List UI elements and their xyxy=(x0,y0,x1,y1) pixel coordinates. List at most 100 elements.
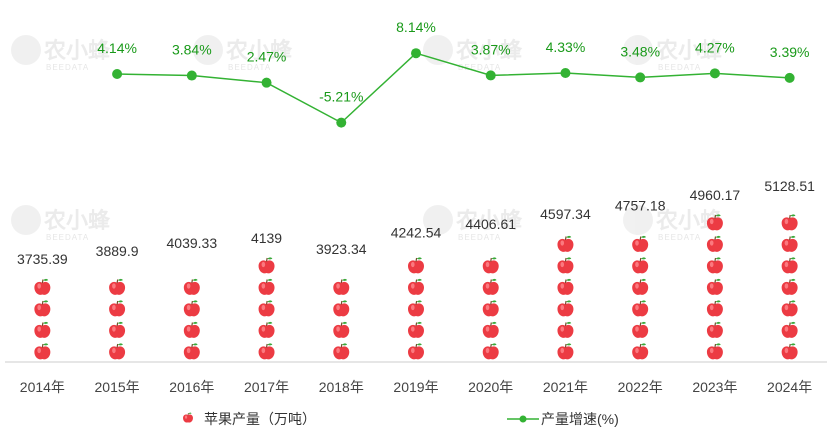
growth-series: 4.14% 3.84% 2.47% -5.21% 8.14% 3.87% 4.33% 3.48… xyxy=(97,19,809,128)
watermark-text: 农小蜂 xyxy=(455,38,523,63)
apple-icon xyxy=(482,321,500,339)
series-line xyxy=(117,52,790,124)
bar-value-label: 4242.54 xyxy=(391,224,442,240)
apple-icon xyxy=(183,321,201,339)
watermark-subtext: BEEDATA xyxy=(228,63,271,72)
bar-value-label: 4757.18 xyxy=(615,197,666,213)
apple-icon xyxy=(706,278,724,296)
data-point[interactable] xyxy=(186,70,197,81)
apple-icon xyxy=(257,278,276,296)
production-series: 3735.39 3889.9 4039.33 4139 3923.34 4242.54 44… xyxy=(17,178,815,360)
data-point[interactable] xyxy=(336,117,347,128)
apple-icon xyxy=(556,278,575,296)
bar-value-label: 4406.61 xyxy=(465,216,516,232)
apple-icon xyxy=(33,299,51,317)
apple-icon xyxy=(631,321,649,339)
apple-icon xyxy=(631,235,649,253)
apple-icon xyxy=(556,256,575,274)
apple-icon xyxy=(556,235,575,253)
x-tick-label: 2021年 xyxy=(543,379,588,395)
growth-value-label: 8.14% xyxy=(396,19,436,35)
apple-icon xyxy=(482,342,500,360)
apple-icon xyxy=(631,278,649,296)
data-point[interactable] xyxy=(112,69,123,79)
watermark-subtext: BEEDATA xyxy=(46,233,89,242)
bar: 3735.39 xyxy=(17,251,68,360)
data-point[interactable] xyxy=(411,48,421,59)
apple-icon xyxy=(556,342,575,360)
apple-icon xyxy=(183,299,201,317)
apple-icon xyxy=(332,321,350,339)
apple-icon xyxy=(257,321,276,339)
data-point[interactable] xyxy=(784,72,795,83)
x-tick-label: 2018年 xyxy=(319,379,364,395)
bar-value-label: 3923.34 xyxy=(316,241,367,257)
apple-icon xyxy=(781,256,799,274)
data-point[interactable] xyxy=(560,68,571,79)
growth-value-label: 4.33% xyxy=(546,39,586,55)
legend: 苹果产量（万吨） 产量增速(%) xyxy=(182,411,619,427)
x-tick-label: 2024年 xyxy=(767,379,812,395)
apple-icon xyxy=(33,342,51,360)
bar-value-label: 4139 xyxy=(251,230,282,246)
apple-icon-partial xyxy=(782,193,798,209)
apple-icon xyxy=(183,342,201,360)
bar-value-label: 3889.9 xyxy=(96,243,139,259)
apple-icon xyxy=(257,299,276,317)
growth-value-label: 2.47% xyxy=(247,49,287,65)
apple-icon xyxy=(407,299,425,317)
apple-icon xyxy=(33,278,51,296)
apple-icon-partial xyxy=(184,257,200,273)
bar-value-label: 4960.17 xyxy=(690,187,741,203)
apple-icon xyxy=(482,299,500,317)
data-point[interactable] xyxy=(709,68,720,79)
apple-icon xyxy=(781,342,799,360)
legend-item-production[interactable]: 苹果产量（万吨） xyxy=(182,411,316,427)
apple-icon xyxy=(407,342,425,360)
data-point[interactable] xyxy=(261,77,272,88)
bar-value-label: 4039.33 xyxy=(167,235,218,251)
apple-icon xyxy=(706,299,724,317)
watermark-text: 农小蜂 xyxy=(655,38,723,63)
data-point[interactable] xyxy=(635,72,646,83)
x-tick-label: 2015年 xyxy=(95,379,140,395)
bar-value-label: 5128.51 xyxy=(764,178,815,194)
apple-icon xyxy=(108,321,126,339)
apple-icon xyxy=(407,321,425,339)
apple-icon xyxy=(631,256,649,274)
apple-icon xyxy=(257,256,276,274)
x-tick-label: 2020年 xyxy=(468,379,513,395)
data-point[interactable] xyxy=(485,70,496,81)
apple-icon xyxy=(407,256,425,274)
growth-value-label: 4.14% xyxy=(97,40,137,56)
growth-value-label: 4.27% xyxy=(695,39,735,55)
apple-icon xyxy=(182,412,194,423)
apple-icon xyxy=(781,278,799,296)
bar: 4242.54 xyxy=(391,224,442,360)
watermark-subtext: BEEDATA xyxy=(658,63,701,72)
apple-icon xyxy=(781,299,799,317)
watermark-subtext: BEEDATA xyxy=(46,63,89,72)
growth-value-label: -5.21% xyxy=(319,89,363,105)
bar: 4757.18 xyxy=(615,197,666,360)
bar: 4139 xyxy=(251,230,282,360)
watermark-text: 农小蜂 xyxy=(225,38,293,63)
apple-icon xyxy=(631,299,649,317)
apple-icon xyxy=(332,278,350,296)
x-tick-label: 2016年 xyxy=(169,379,214,395)
watermark-subtext: BEEDATA xyxy=(458,233,501,242)
x-tick-label: 2014年 xyxy=(20,379,65,395)
apple-icon xyxy=(781,213,799,231)
bar: 3923.34 xyxy=(316,241,367,360)
legend-item-growth[interactable]: 产量增速(%) xyxy=(507,411,619,427)
x-tick-label: 2023年 xyxy=(692,379,737,395)
growth-value-label: 3.48% xyxy=(620,43,660,59)
apple-icon xyxy=(332,342,350,360)
apple-icon xyxy=(781,235,799,253)
apple-icon xyxy=(706,342,724,360)
